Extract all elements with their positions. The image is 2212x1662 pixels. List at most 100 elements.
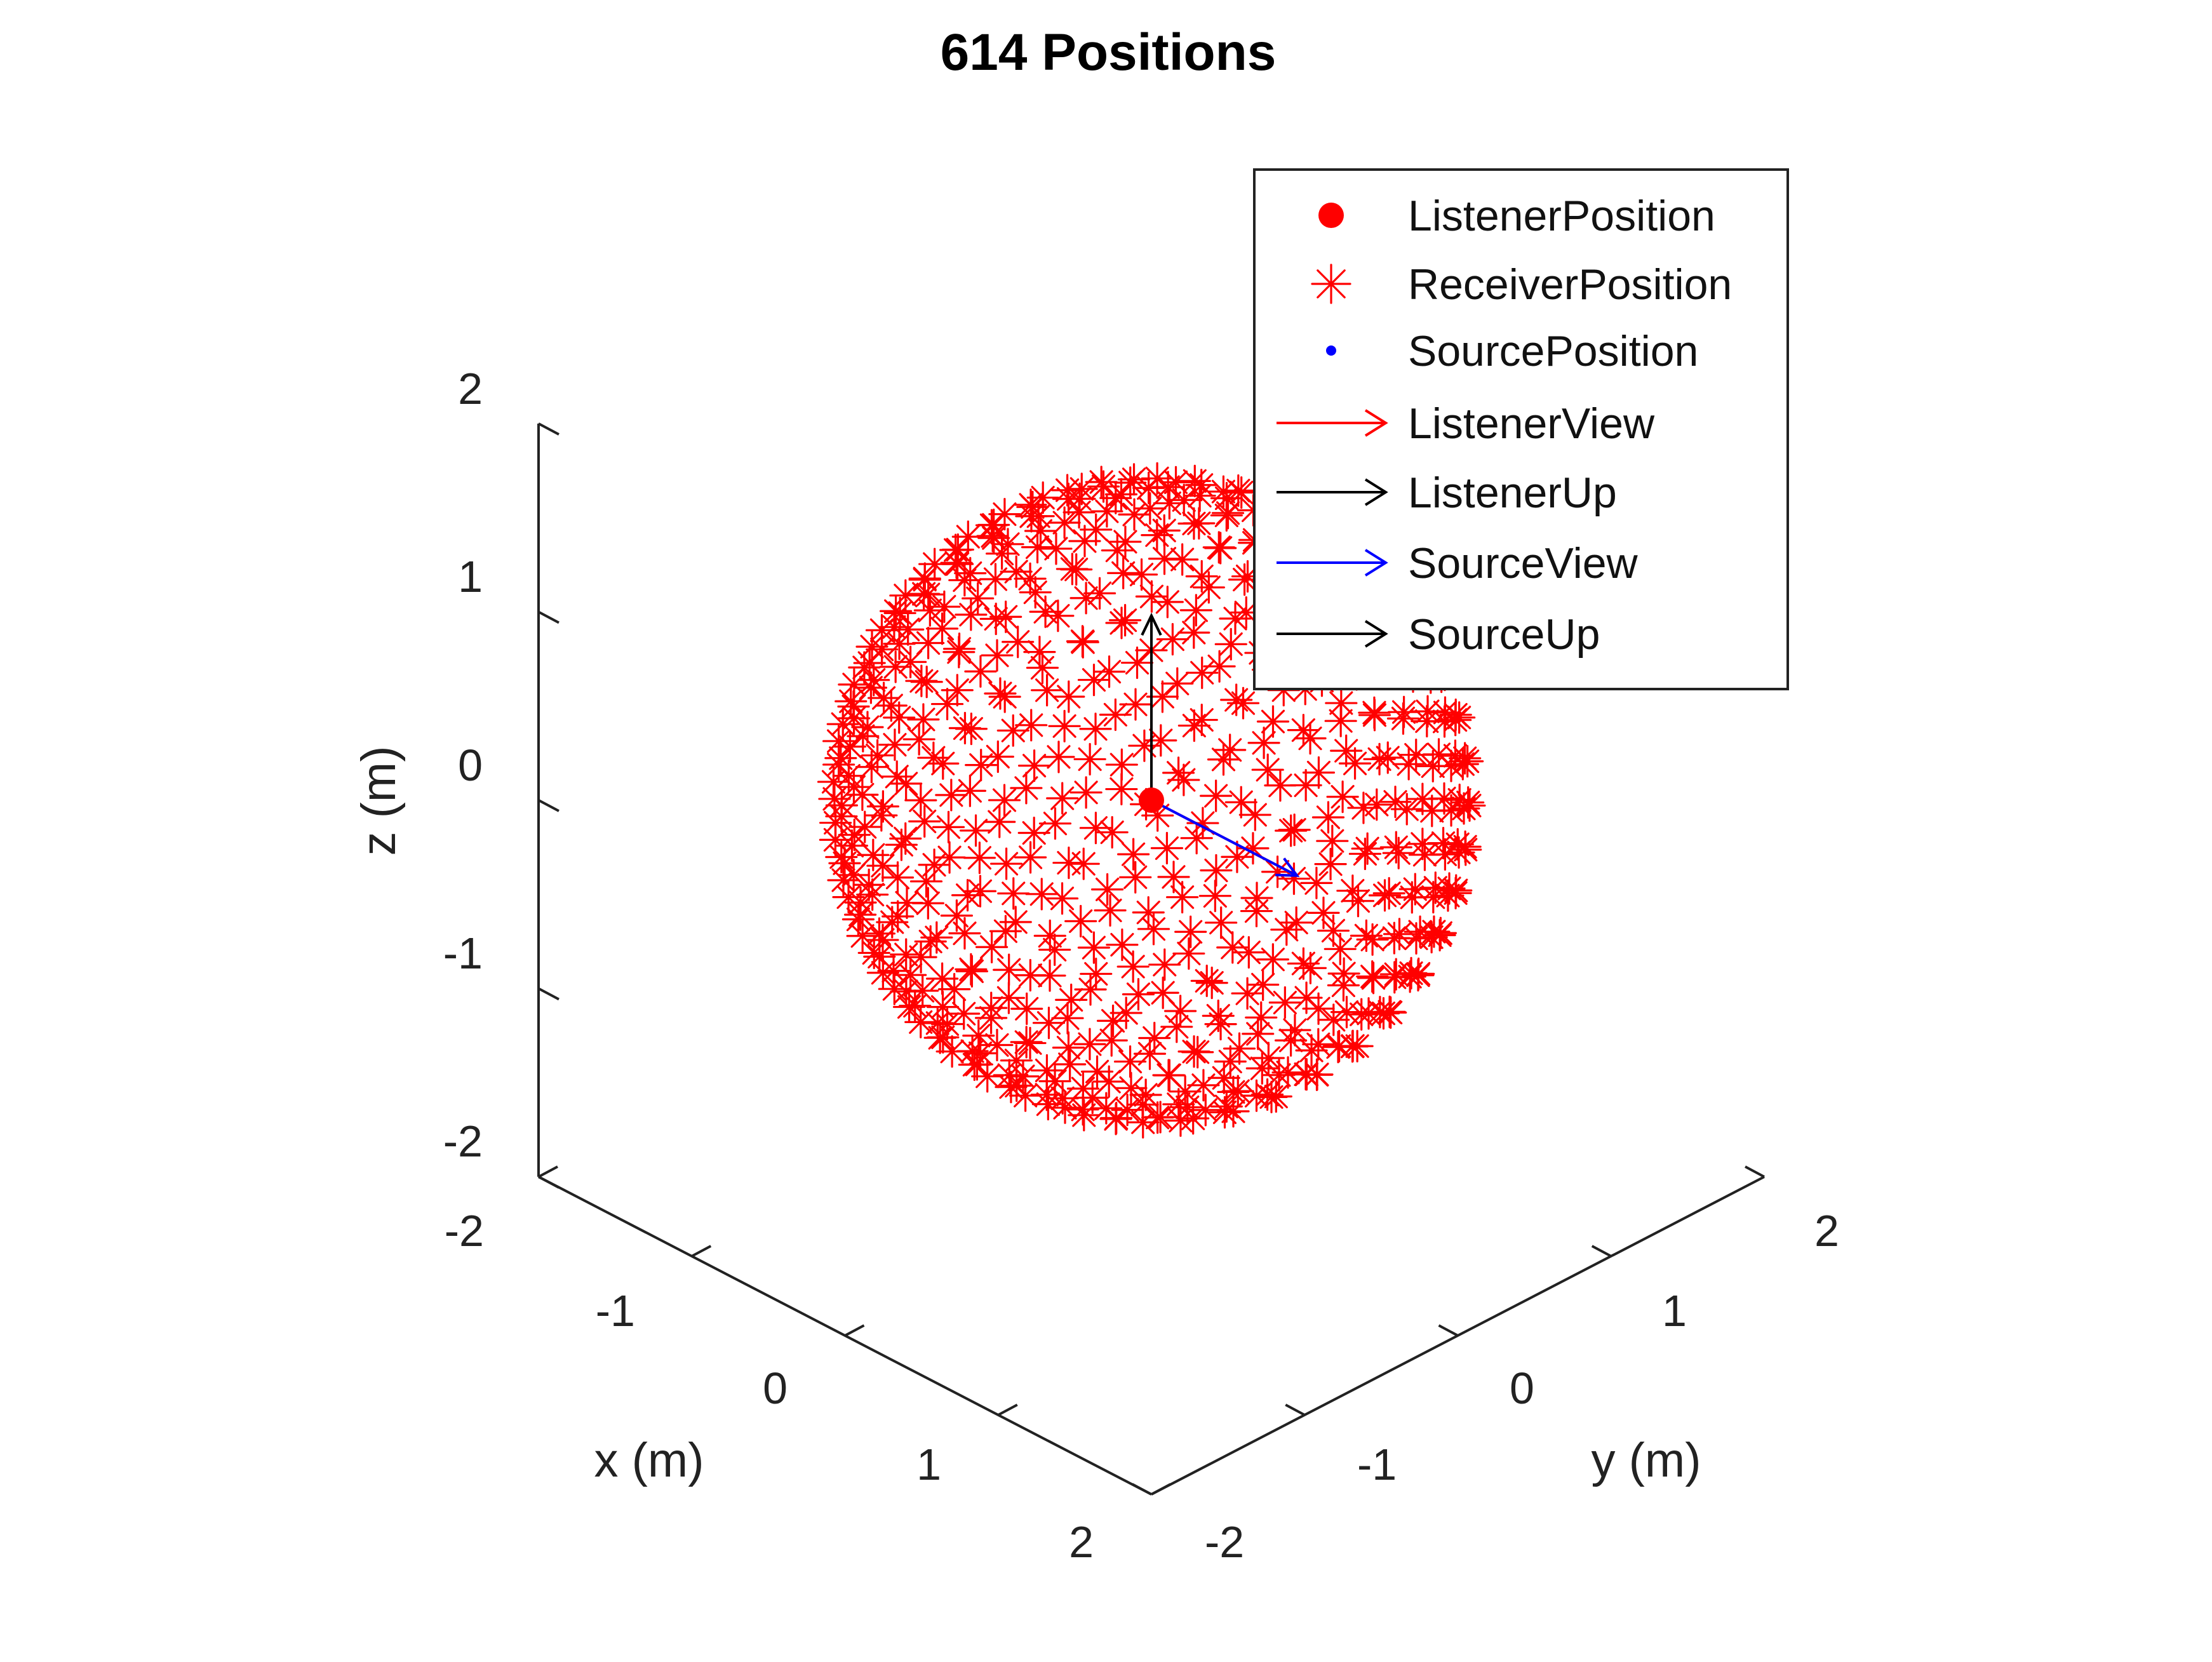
receiver-marker	[930, 1007, 964, 1041]
receiver-marker	[1153, 486, 1186, 520]
receiver-marker	[1245, 1001, 1278, 1034]
legend-label: SourcePosition	[1408, 327, 1698, 375]
receiver-marker	[989, 847, 1023, 880]
receiver-marker	[1382, 836, 1415, 869]
source-view-arrow	[1151, 799, 1300, 877]
receiver-marker	[1080, 513, 1113, 546]
receiver-marker	[1015, 500, 1048, 533]
receiver-marker	[1042, 600, 1075, 633]
receiver-marker	[935, 1035, 969, 1068]
receiver-marker	[1040, 532, 1073, 565]
receiver-marker	[1010, 772, 1043, 805]
receiver-marker	[1290, 981, 1323, 1014]
receiver-marker	[1066, 626, 1099, 659]
legend-label: ListenerUp	[1408, 469, 1617, 517]
receiver-marker	[1324, 704, 1357, 737]
receiver-marker	[979, 563, 1012, 596]
receiver-marker	[1443, 783, 1476, 817]
receiver-marker	[1287, 947, 1320, 980]
receiver-marker	[1364, 996, 1397, 1029]
receiver-marker	[1151, 586, 1184, 619]
receiver-marker	[1426, 827, 1460, 860]
receiver-marker	[1428, 696, 1462, 729]
receiver-marker	[1190, 964, 1223, 998]
receiver-marker	[1166, 543, 1199, 576]
receiver-marker	[959, 814, 993, 847]
receiver-marker	[918, 547, 951, 580]
x-tick-label: 0	[763, 1364, 788, 1413]
receiver-marker	[1069, 582, 1103, 615]
receiver-marker	[1311, 801, 1345, 834]
receiver-marker	[1189, 1094, 1222, 1127]
receiver-marker	[1177, 709, 1210, 742]
z-tick-label: 1	[458, 552, 483, 601]
receiver-marker	[846, 778, 879, 811]
receiver-marker	[1048, 709, 1081, 742]
receiver-marker	[983, 805, 1016, 838]
receiver-marker	[878, 610, 911, 643]
receiver-marker	[1105, 748, 1138, 781]
receiver-marker	[906, 974, 939, 1007]
receiver-marker	[986, 537, 1019, 570]
legend-label: SourceView	[1408, 539, 1639, 587]
x-tick-labels: -2 -1 0 1 2	[445, 1206, 1094, 1567]
receiver-marker	[1392, 747, 1425, 781]
receiver-marker	[1207, 1061, 1240, 1094]
receiver-marker	[1368, 879, 1402, 912]
receiver-marker	[822, 725, 855, 758]
receiver-marker	[853, 647, 886, 680]
receiver-marker	[1171, 1090, 1204, 1124]
receiver-marker	[964, 1036, 997, 1070]
receiver-marker	[1294, 722, 1327, 755]
receiver-marker	[975, 930, 1009, 963]
receiver-marker	[988, 680, 1021, 713]
receiver-marker	[880, 594, 913, 627]
receiver-marker	[992, 981, 1026, 1014]
legend-swatch	[1277, 478, 1388, 506]
receiver-marker	[1079, 713, 1112, 746]
receiver-marker	[1000, 1069, 1033, 1102]
receiver-marker	[1186, 807, 1219, 840]
receiver-marker	[1116, 950, 1150, 983]
receiver-marker	[1192, 571, 1225, 604]
receiver-marker	[1202, 999, 1235, 1033]
receiver-marker	[1256, 943, 1289, 976]
receiver-marker	[1205, 906, 1238, 939]
receiver-marker	[1033, 919, 1066, 953]
receiver-marker	[1270, 913, 1303, 946]
receiver-marker	[855, 630, 888, 663]
receiver-marker	[1166, 881, 1199, 914]
receiver-marker	[1210, 499, 1243, 532]
receiver-marker	[1371, 741, 1404, 774]
receiver-marker	[918, 848, 951, 881]
x-tick-mark	[538, 1165, 558, 1178]
receiver-marker	[1032, 1007, 1066, 1040]
receiver-marker	[865, 799, 898, 832]
receiver-marker	[1316, 824, 1349, 857]
legend-entry: ListenerPosition	[1318, 192, 1715, 240]
legend-entry: SourceUp	[1277, 610, 1600, 659]
receiver-marker	[1441, 828, 1474, 861]
listener-position-marker	[1139, 787, 1164, 813]
z-tick-label: -2	[443, 1116, 483, 1166]
receiver-marker	[1066, 1072, 1100, 1105]
receiver-marker	[881, 861, 915, 894]
receiver-marker	[841, 903, 875, 936]
receiver-marker	[847, 720, 880, 753]
receiver-marker	[1133, 1037, 1167, 1070]
receiver-marker	[926, 962, 959, 995]
receiver-marker	[1400, 738, 1433, 772]
receiver-marker	[1144, 1101, 1177, 1134]
receiver-marker	[881, 900, 915, 933]
z-tick-label: -1	[443, 928, 483, 978]
z-tick-mark	[538, 422, 560, 436]
receiver-marker	[1200, 854, 1233, 887]
tick-marks	[538, 422, 1765, 1496]
receiver-marker	[1404, 915, 1437, 948]
receiver-marker	[877, 955, 910, 988]
receiver-marker	[838, 818, 871, 852]
receiver-marker	[1387, 695, 1421, 728]
receiver-marker	[1069, 776, 1103, 809]
receiver-marker	[1345, 998, 1378, 1031]
